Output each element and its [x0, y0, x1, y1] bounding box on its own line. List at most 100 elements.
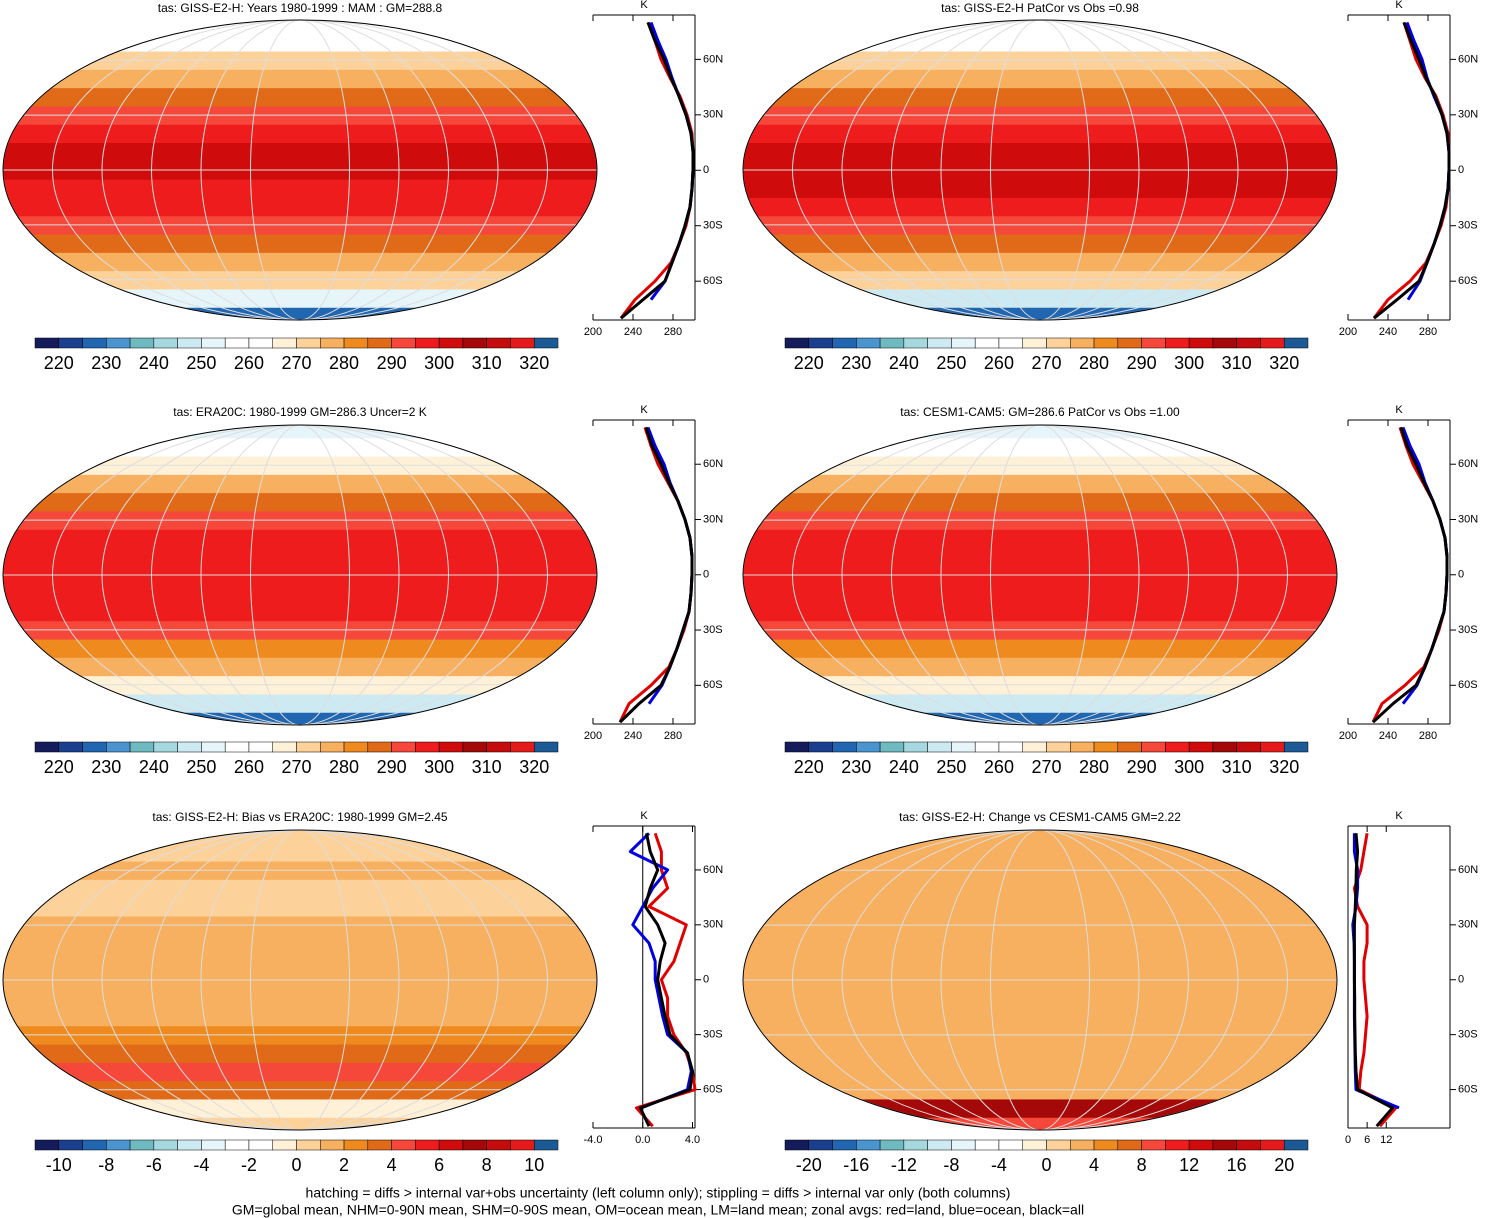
y-tick-label: 60S — [1458, 679, 1478, 691]
y-tick-label: 0 — [703, 974, 709, 986]
map-band — [3, 142, 597, 162]
map-band — [743, 547, 1337, 567]
colorbar-label: -16 — [843, 1155, 869, 1175]
map-band — [743, 584, 1337, 603]
x-tick-label: 240 — [1379, 326, 1397, 338]
colorbar-box — [58, 1139, 83, 1151]
map-band — [3, 32, 597, 52]
colorbar-box — [129, 1139, 155, 1151]
colorbar-box — [1283, 1139, 1309, 1151]
colorbar-label: 240 — [139, 757, 169, 777]
x-tick-label: 240 — [624, 730, 642, 742]
y-tick-label: 60N — [1458, 53, 1478, 65]
panel-title: tas: GISS-E2-H PatCor vs Obs =0.98 — [941, 1, 1139, 15]
x-tick-label: 6 — [1364, 1134, 1370, 1146]
colorbar-label: 290 — [377, 757, 407, 777]
colorbar-box — [1022, 1139, 1047, 1151]
x-tick-label: 0.0 — [635, 1134, 650, 1146]
colorbar-box — [832, 741, 857, 753]
colorbar-box — [367, 337, 392, 349]
colorbar-box — [248, 1139, 273, 1151]
map-band — [743, 234, 1337, 253]
unit-label: K — [1395, 0, 1403, 11]
colorbar-box — [438, 337, 464, 349]
colorbar-label: 280 — [1079, 353, 1109, 373]
colorbar-label: 270 — [281, 353, 311, 373]
colorbar-box — [34, 741, 60, 753]
map-band — [743, 1007, 1337, 1027]
colorbar-box — [153, 337, 178, 349]
colorbar-label: 310 — [1222, 353, 1252, 373]
map-border — [2, 19, 598, 321]
map — [743, 425, 1337, 725]
colorbar-label: 290 — [377, 353, 407, 373]
map-band — [743, 87, 1337, 107]
colorbar-box — [82, 337, 107, 349]
colorbar-box — [856, 741, 881, 753]
map-band — [3, 989, 597, 1008]
colorbar-box — [82, 1139, 107, 1151]
colorbar-box — [296, 337, 321, 349]
y-tick-label: 60N — [1458, 458, 1478, 470]
colorbar-label: 0 — [1041, 1155, 1051, 1175]
colorbar-box — [1283, 337, 1309, 349]
colorbar-label: 290 — [1127, 757, 1157, 777]
map-border — [742, 829, 1338, 1131]
colorbar-label: 320 — [519, 353, 549, 373]
colorbar-label: 260 — [984, 757, 1014, 777]
colorbar-box — [903, 741, 928, 753]
y-tick-label: 30N — [703, 109, 723, 121]
map-band — [3, 288, 597, 308]
colorbar-box — [1236, 337, 1261, 349]
colorbar-label: -8 — [943, 1155, 959, 1175]
map-band — [3, 602, 597, 622]
colorbar-box — [998, 337, 1023, 349]
colorbar-box — [320, 1139, 345, 1151]
colorbar-box — [1260, 1139, 1285, 1151]
colorbar-box — [201, 741, 226, 753]
map-band — [743, 693, 1337, 713]
colorbar-label: 250 — [936, 353, 966, 373]
map-band — [3, 879, 597, 899]
colorbar-box — [272, 1139, 297, 1151]
colorbar-label: 220 — [44, 353, 74, 373]
map-band — [3, 639, 597, 658]
colorbar-box — [510, 337, 535, 349]
zonal-line — [1352, 833, 1395, 1128]
colorbar-box — [856, 337, 881, 349]
y-tick-label: 60N — [703, 53, 723, 65]
map-border — [2, 829, 598, 1131]
zonal-line — [635, 832, 697, 1128]
colorbar-label: -8 — [98, 1155, 114, 1175]
colorbar-box — [951, 1139, 976, 1151]
colorbar-box — [106, 1139, 131, 1151]
x-tick-label: 200 — [584, 730, 602, 742]
y-tick-label: 0 — [703, 569, 709, 581]
unit-label: K — [640, 810, 648, 822]
colorbar-label: 240 — [889, 757, 919, 777]
x-tick-label: 200 — [1339, 326, 1357, 338]
colorbar-box — [129, 741, 155, 753]
colorbar-label: -10 — [46, 1155, 72, 1175]
colorbar-box — [832, 1139, 857, 1151]
colorbar-box — [1117, 1139, 1142, 1151]
map-band — [743, 32, 1337, 52]
colorbar-box — [367, 1139, 392, 1151]
y-tick-label: 60N — [703, 458, 723, 470]
y-tick-label: 60S — [1458, 1083, 1478, 1095]
x-tick-label: 280 — [1419, 730, 1437, 742]
colorbar-box — [224, 741, 250, 753]
colorbar-box — [415, 741, 440, 753]
colorbar-label: 0 — [291, 1155, 301, 1175]
colorbar-label: 320 — [519, 757, 549, 777]
colorbar-box — [1283, 741, 1309, 753]
map-band — [3, 69, 597, 89]
unit-label: K — [1395, 404, 1403, 416]
colorbar-box — [34, 337, 60, 349]
colorbar-box — [1117, 337, 1142, 349]
colorbar-box — [856, 1139, 881, 1151]
zonal-line — [1352, 833, 1398, 1128]
colorbar-box — [808, 337, 833, 349]
colorbar-label: 2 — [339, 1155, 349, 1175]
colorbar-box — [1046, 741, 1071, 753]
